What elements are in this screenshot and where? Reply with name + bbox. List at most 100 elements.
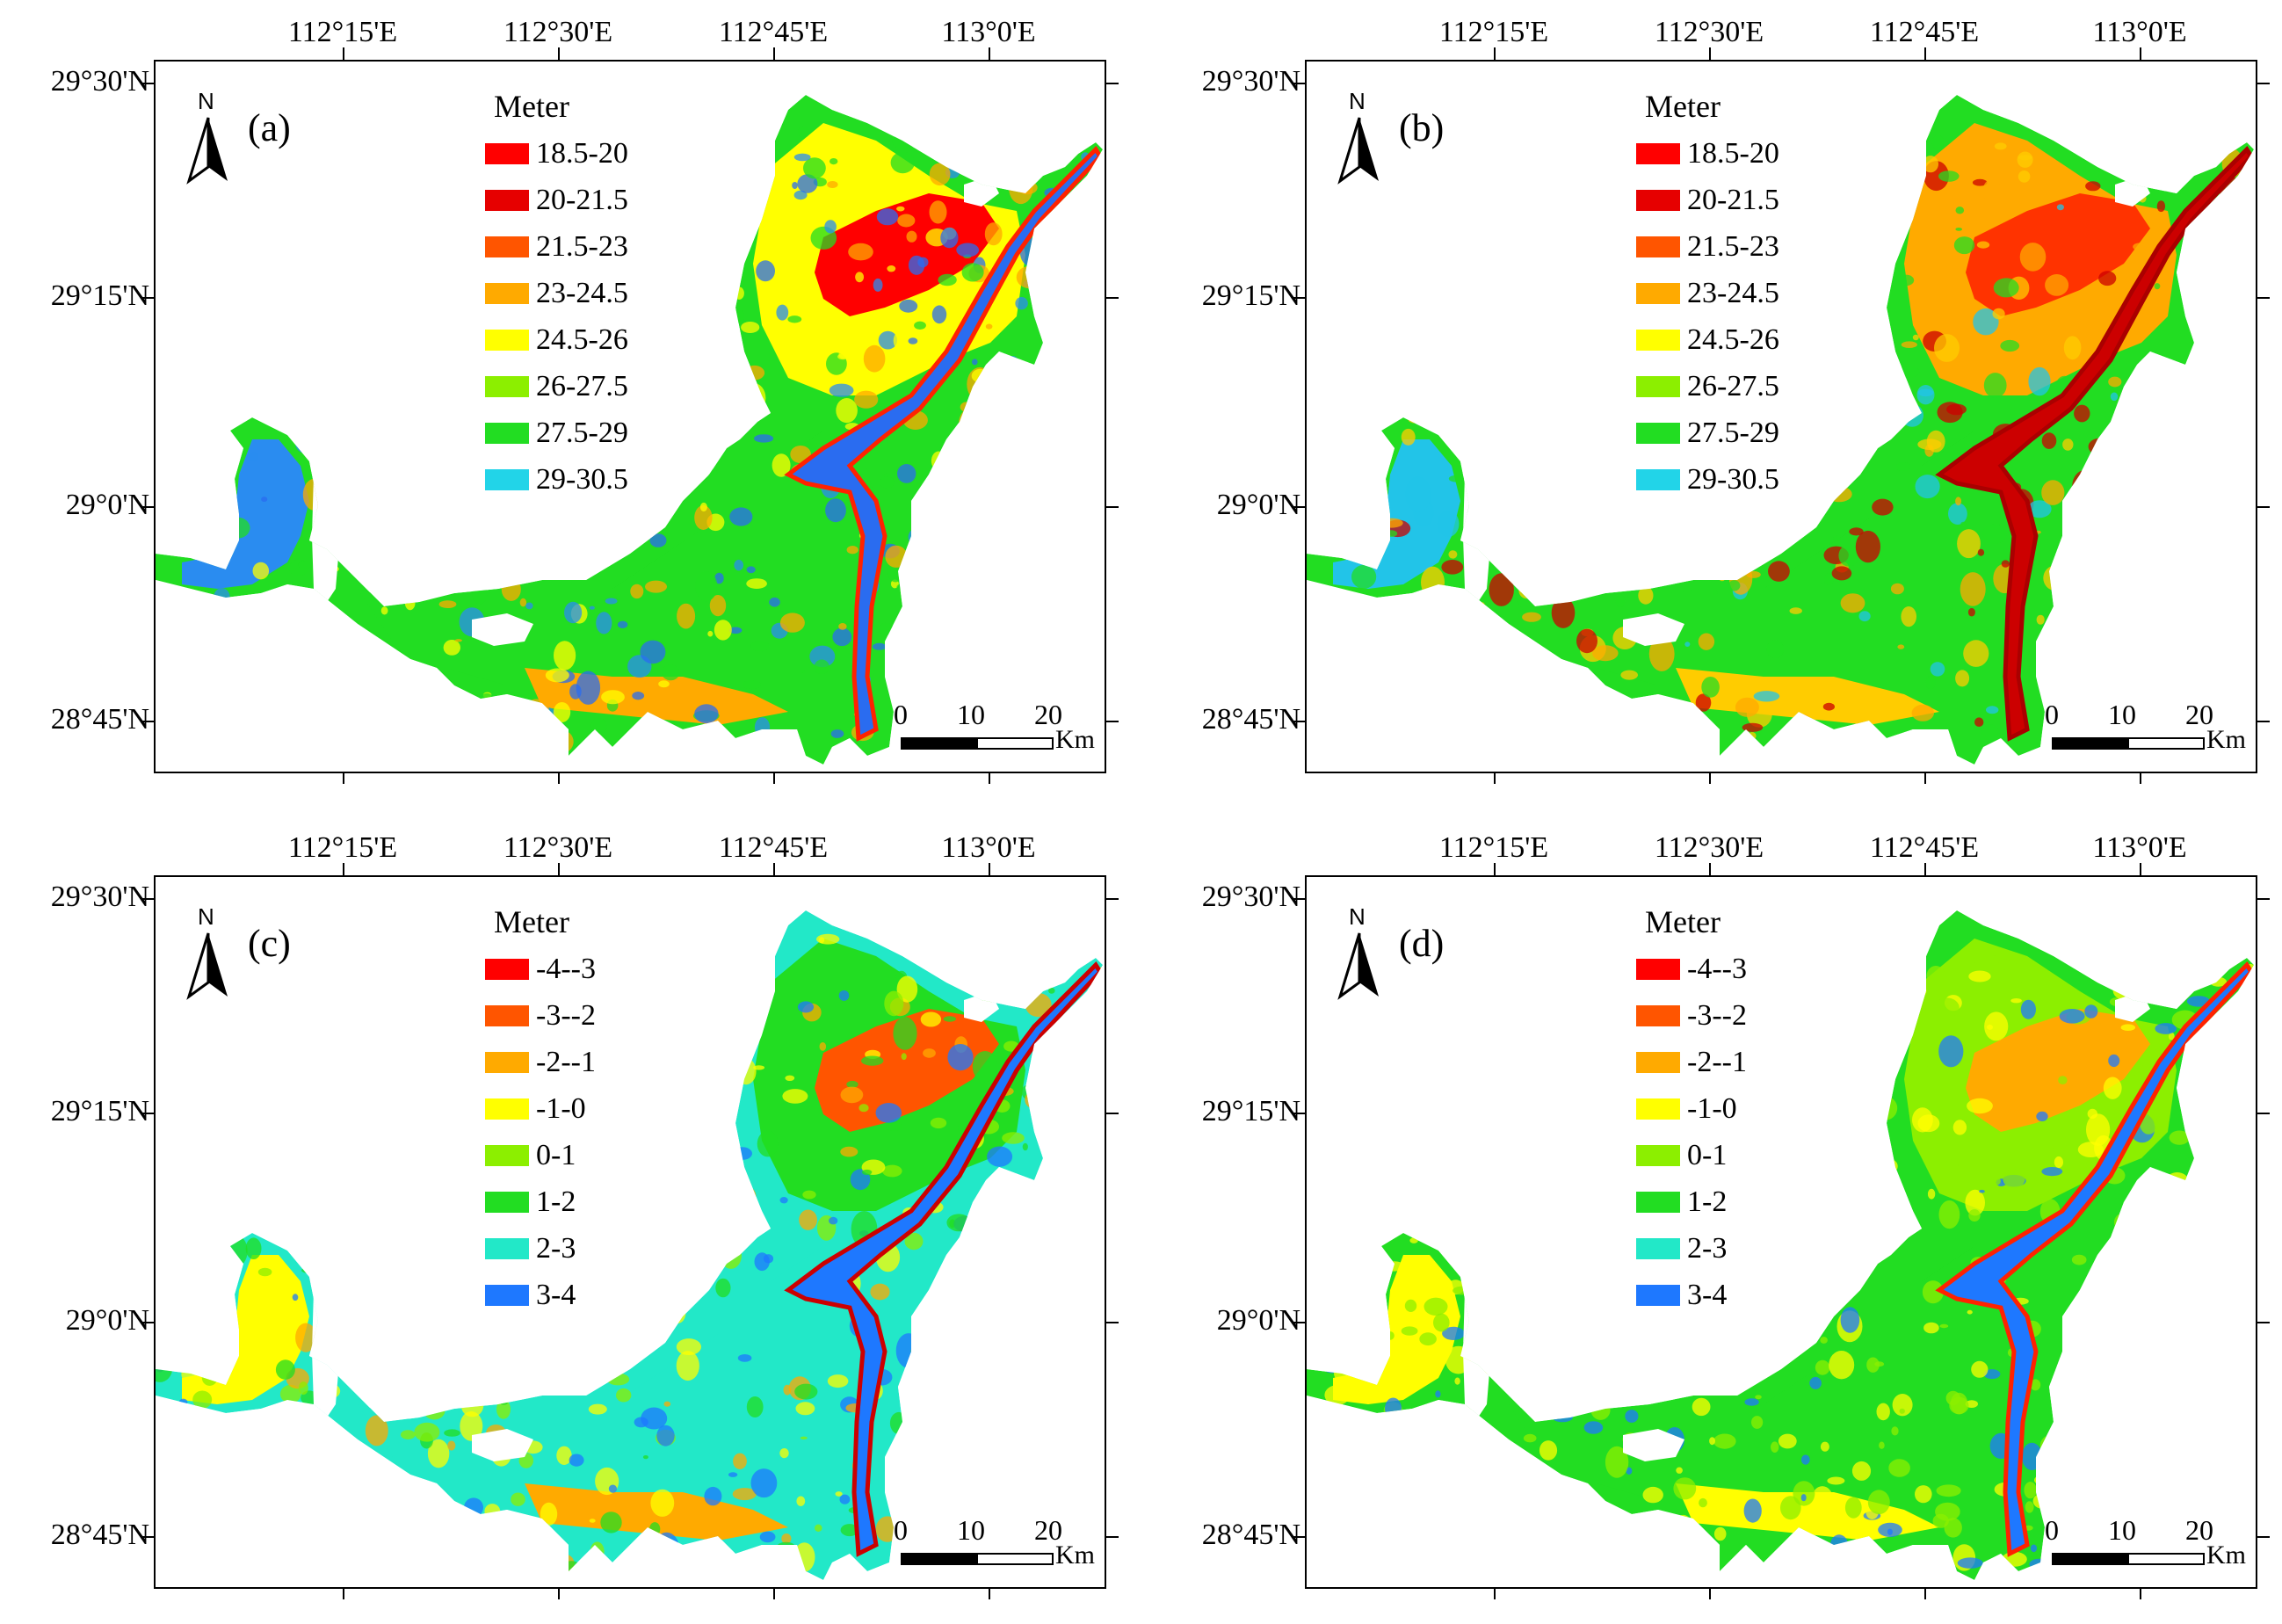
longitude-tick: [1709, 47, 1711, 60]
longitude-label: 112°45'E: [1869, 831, 1980, 864]
legend-swatch: [1636, 329, 1680, 351]
map-panel-b: 112°15'E 112°30'E 112°45'E 113°0'E 29°30'N 29…: [1151, 0, 2282, 808]
raster-speckle: [623, 1352, 641, 1365]
raster-speckle: [533, 503, 547, 518]
raster-speckle: [1825, 1005, 1842, 1029]
legend-label: 0-1: [1687, 1138, 1728, 1171]
raster-speckle: [1768, 561, 1790, 582]
raster-speckle: [633, 972, 642, 979]
legend-swatch: [485, 1051, 529, 1073]
raster-speckle: [676, 1338, 702, 1356]
raster-speckle: [1860, 1171, 1879, 1187]
longitude-label: 112°45'E: [718, 831, 829, 864]
longitude-tick: [1494, 47, 1496, 60]
raster-speckle: [216, 1544, 236, 1567]
raster-speckle: [2108, 376, 2122, 388]
legend-swatch: [1636, 1284, 1680, 1306]
raster-speckle: [1334, 1363, 1356, 1383]
raster-speckle: [698, 1052, 720, 1063]
raster-speckle: [677, 1072, 688, 1084]
raster-speckle: [1831, 566, 1852, 581]
raster-speckle: [1343, 452, 1358, 463]
raster-speckle: [2162, 144, 2177, 161]
scale-bar: 0 10 20 Km: [894, 1514, 1105, 1576]
raster-speckle: [1477, 669, 1492, 687]
raster-speckle: [1393, 1142, 1419, 1156]
raster-speckle: [237, 637, 252, 655]
raster-speckle: [472, 583, 488, 605]
raster-speckle: [646, 325, 665, 338]
raster-speckle: [1527, 1107, 1552, 1127]
raster-speckle: [231, 155, 253, 185]
raster-speckle: [1584, 245, 1590, 250]
raster-speckle: [1523, 1329, 1535, 1335]
raster-speckle: [1862, 203, 1882, 212]
raster-speckle: [2170, 585, 2177, 589]
raster-speckle: [1553, 743, 1573, 765]
raster-speckle: [2235, 521, 2254, 533]
raster-speckle: [1930, 662, 1945, 677]
raster-speckle: [838, 350, 848, 359]
raster-speckle: [467, 1315, 486, 1323]
longitude-label: 112°15'E: [1438, 16, 1549, 48]
raster-speckle: [2155, 928, 2172, 950]
raster-speckle: [1602, 1318, 1619, 1336]
lake-raster: [1307, 95, 2254, 765]
raster-speckle: [1073, 306, 1095, 326]
raster-speckle: [693, 1561, 701, 1566]
raster-speckle: [308, 187, 325, 199]
raster-speckle: [250, 1488, 259, 1498]
raster-speckle: [1791, 1310, 1808, 1326]
raster-speckle: [650, 1489, 675, 1517]
raster-speckle: [635, 152, 655, 167]
raster-speckle: [1901, 341, 1917, 349]
raster-speckle: [1967, 607, 1975, 617]
raster-speckle: [194, 1109, 201, 1114]
raster-speckle: [931, 533, 939, 540]
latitude-label: 28°45'N: [1201, 703, 1300, 736]
raster-speckle: [1523, 1433, 1537, 1443]
raster-speckle: [1448, 550, 1458, 559]
raster-speckle: [619, 1334, 645, 1358]
raster-speckle: [1925, 319, 1933, 327]
raster-speckle: [1404, 681, 1414, 686]
raster-speckle: [2191, 1444, 2200, 1450]
raster-speckle: [2068, 634, 2087, 655]
raster-speckle: [303, 758, 325, 765]
raster-speckle: [443, 1339, 457, 1352]
legend-swatch: [485, 1004, 529, 1026]
raster-speckle: [1876, 1403, 1890, 1421]
legend-item: 29-30.5: [485, 456, 628, 503]
raster-speckle: [545, 668, 569, 683]
legend-item: 18.5-20: [485, 130, 628, 177]
raster-speckle: [2207, 301, 2231, 313]
legend-item: -4--3: [1636, 946, 1747, 992]
latitude-label: 29°0'N: [1216, 489, 1300, 521]
east-hot-region: [1966, 1009, 2150, 1132]
legend-item: -2--1: [1636, 1039, 1747, 1085]
raster-speckle: [341, 1262, 365, 1287]
raster-speckle: [827, 1374, 849, 1388]
raster-speckle: [882, 1164, 902, 1178]
raster-speckle: [1891, 1426, 1899, 1436]
raster-speckle: [1626, 563, 1643, 581]
raster-speckle: [1529, 256, 1555, 286]
raster-speckle: [1504, 663, 1528, 692]
raster-speckle: [764, 943, 779, 954]
raster-speckle: [700, 305, 726, 330]
raster-speckle: [732, 1060, 748, 1068]
raster-speckle: [2184, 255, 2196, 271]
longitude-tick-bottom: [989, 772, 990, 784]
raster-speckle: [1459, 625, 1477, 639]
latitude-tick: [141, 1113, 154, 1114]
raster-speckle: [1957, 1557, 1983, 1569]
raster-speckle: [1365, 192, 1387, 210]
raster-speckle: [792, 182, 798, 189]
raster-speckle: [170, 204, 197, 222]
raster-speckle: [971, 368, 989, 383]
raster-speckle: [1655, 705, 1676, 723]
raster-speckle: [370, 541, 380, 553]
scale-bar-label: 0: [894, 1514, 908, 1546]
raster-speckle: [1515, 325, 1525, 335]
raster-speckle: [1361, 397, 1383, 419]
